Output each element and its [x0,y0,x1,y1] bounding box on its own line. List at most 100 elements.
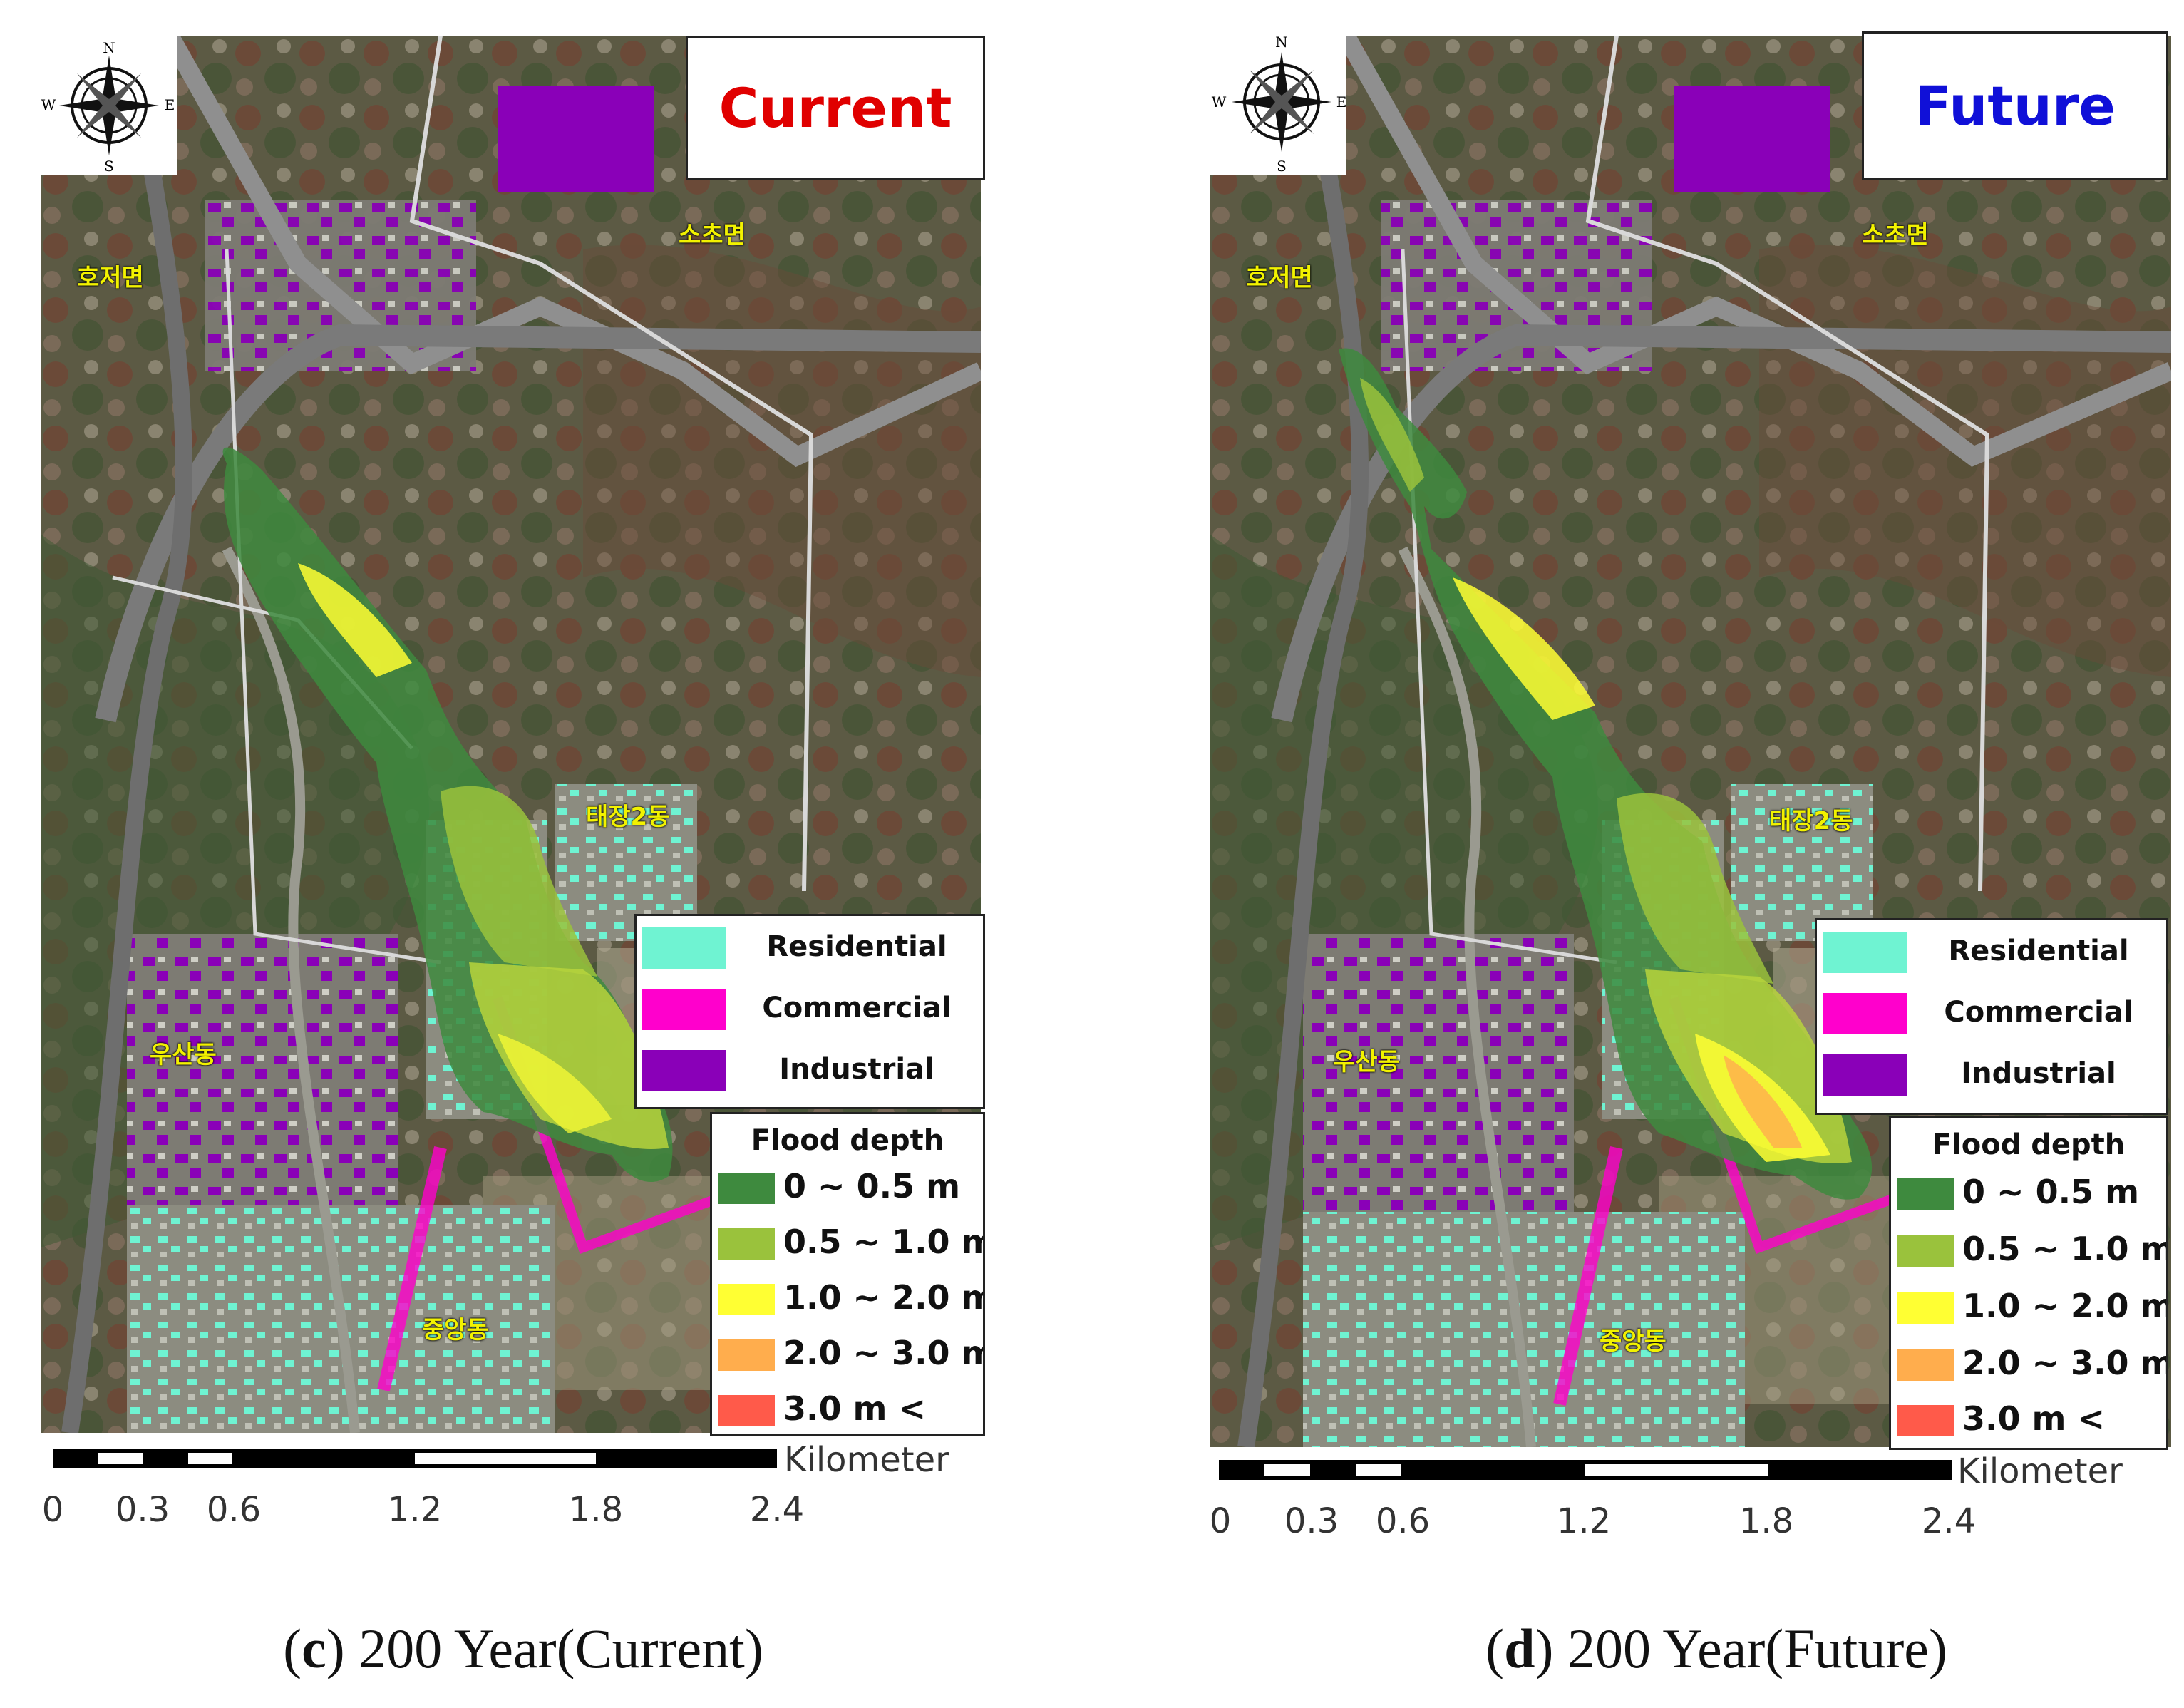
scale-tick: 0.6 [1375,1501,1431,1541]
legend-label: Residential [766,930,947,963]
legend-item-industrial: Industrial [1817,1050,2166,1100]
legend-swatch [1823,993,1907,1034]
flood-legend-item: 2.0 ~ 3.0 m [712,1331,983,1387]
legend-label: Commercial [762,992,952,1024]
flood-depth-legend: Flood depth 0 ~ 0.5 m 0.5 ~ 1.0 m 1.0 ~ … [1889,1116,2168,1450]
legend-swatch [718,1173,775,1204]
legend-label: 1.0 ~ 2.0 m [783,1278,985,1317]
panel-c: N S W E Current 호저면 소초면 태장2동 우산동 중앙동 Res… [0,0,1069,1708]
legend-swatch [1897,1405,1954,1436]
compass-icon: N S W E [41,39,175,175]
legend-item-residential: Residential [1817,927,2166,977]
caption-text: ) 200 Year(Future) [1535,1617,1947,1679]
legend-label: 0 ~ 0.5 m [783,1167,961,1205]
legend-label: 3.0 m < [783,1389,926,1428]
scale-bar [1219,1460,1952,1480]
legend-swatch [1897,1235,1954,1267]
compass-w: W [1212,93,1227,110]
scenario-title-text: Current [718,76,952,140]
caption-letter: c [302,1617,326,1679]
legend-swatch [1897,1178,1954,1210]
legend-label: 2.0 ~ 3.0 m [1962,1344,2168,1382]
legend-item-residential: Residential [637,923,983,973]
map-imagery [1210,36,2171,1447]
scale-unit-label: Kilometer [1957,1451,2123,1491]
legend-label: Industrial [779,1053,934,1086]
legend-swatch [718,1228,775,1260]
panel-caption: (c) 200 Year(Current) [283,1617,763,1679]
compass-s: S [1277,158,1287,175]
flood-legend-item: 1.0 ~ 2.0 m [1891,1284,2166,1339]
flood-legend-item: 0.5 ~ 1.0 m [712,1220,983,1275]
legend-item-commercial: Commercial [637,984,983,1034]
scale-tick: 1.2 [387,1490,443,1530]
legend-label: Residential [1948,935,2129,967]
legend-label: 0.5 ~ 1.0 m [1962,1230,2168,1268]
caption-text: ) 200 Year(Current) [326,1617,763,1679]
scenario-title: Future [1862,31,2168,180]
compass-rose: N S W E [41,36,177,175]
flood-legend-item: 3.0 m < [712,1387,983,1434]
scenario-title-text: Future [1915,73,2116,138]
scale-tick: 0 [41,1490,64,1530]
scale-tick: 1.8 [568,1490,624,1530]
satellite-map [1210,36,2171,1447]
legend-swatch [642,927,726,969]
legend-label: Industrial [1961,1057,2116,1090]
compass-e: E [165,96,175,113]
legend-swatch [642,989,726,1030]
scale-unit-label: Kilometer [784,1440,949,1480]
place-label: 중앙동 [1600,1327,1667,1356]
scale-tick: 0 [1209,1501,1232,1541]
legend-swatch [1897,1349,1954,1381]
place-label: 태장2동 [1769,807,1853,835]
legend-swatch [642,1050,726,1091]
compass-w: W [41,96,56,113]
legend-item-commercial: Commercial [1817,989,2166,1039]
panel-d: N S W E Future 호저면 소초면 태장2동 우산동 중앙동 Resi… [1176,0,2184,1708]
legend-label: 0.5 ~ 1.0 m [783,1223,985,1261]
compass-s: S [104,158,114,175]
legend-swatch [718,1395,775,1426]
compass-rose: N S W E [1210,29,1346,175]
flood-legend-item: 2.0 ~ 3.0 m [1891,1341,2166,1396]
flood-legend-item: 0 ~ 0.5 m [712,1164,983,1220]
place-label: 우산동 [150,1041,217,1069]
legend-swatch [1897,1292,1954,1324]
flood-legend-item: 0.5 ~ 1.0 m [1891,1227,2166,1282]
place-label: 호저면 [1246,264,1313,292]
legend-label: 3.0 m < [1962,1399,2105,1438]
place-label: 소초면 [1862,221,1929,249]
flood-legend-title: Flood depth [1932,1128,2126,1161]
land-use-legend: Residential Commercial Industrial [634,914,985,1109]
compass-icon: N S W E [1212,34,1347,175]
legend-item-industrial: Industrial [637,1046,983,1096]
flood-legend-item: 1.0 ~ 2.0 m [712,1275,983,1331]
legend-swatch [718,1339,775,1371]
scale-tick: 0.6 [206,1490,262,1530]
place-label: 호저면 [77,264,144,292]
legend-label: Commercial [1944,996,2133,1029]
panel-caption: (d) 200 Year(Future) [1485,1617,1947,1679]
scale-tick: 2.4 [749,1490,805,1530]
flood-legend-item: 3.0 m < [1891,1396,2166,1448]
caption-letter: d [1504,1617,1535,1679]
place-label: 소초면 [679,221,746,249]
place-label: 태장2동 [586,803,670,831]
legend-label: 2.0 ~ 3.0 m [783,1334,985,1372]
land-use-legend: Residential Commercial Industrial [1815,918,2168,1115]
scale-tick: 0.3 [115,1490,170,1530]
place-label: 중앙동 [422,1316,489,1344]
legend-swatch [1823,932,1907,973]
scale-tick: 1.2 [1556,1501,1612,1541]
scale-bar [53,1449,777,1468]
scenario-title: Current [686,36,985,180]
legend-label: 1.0 ~ 2.0 m [1962,1287,2168,1325]
compass-n: N [1275,34,1288,51]
flood-legend-title: Flood depth [751,1124,944,1157]
legend-swatch [1823,1054,1907,1096]
flood-legend-item: 0 ~ 0.5 m [1891,1170,2166,1225]
legend-label: 0 ~ 0.5 m [1962,1173,2140,1211]
scale-tick: 2.4 [1921,1501,1977,1541]
legend-swatch [718,1284,775,1315]
